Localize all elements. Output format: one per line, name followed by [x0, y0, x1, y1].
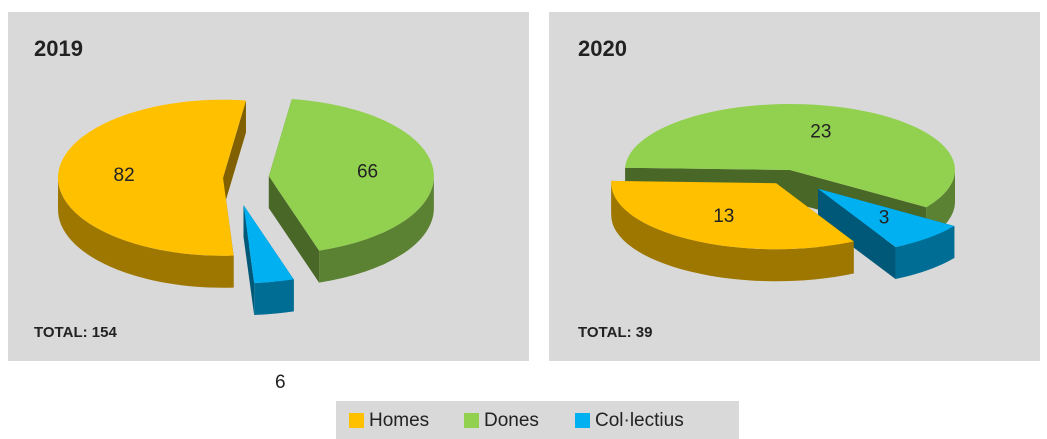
annotation: TOTAL: 39 — [578, 324, 652, 341]
slice-wall — [223, 100, 246, 210]
data-label: 3 — [879, 207, 890, 228]
slice — [268, 99, 434, 251]
slice — [243, 205, 294, 283]
slice-side — [58, 177, 234, 288]
slice — [625, 104, 955, 208]
slice-side — [319, 176, 434, 283]
slice-wall — [243, 205, 255, 315]
pie: 23 3 13 — [611, 104, 955, 282]
slice — [58, 99, 246, 256]
data-label: 13 — [713, 206, 734, 227]
legend-label: Homes — [369, 410, 429, 431]
slice-side — [895, 225, 955, 280]
data-label: 6 — [275, 372, 286, 393]
slice-side — [611, 183, 854, 282]
legend-swatch — [575, 413, 590, 428]
legend-swatch — [464, 413, 479, 428]
data-label: 23 — [810, 121, 831, 142]
slice — [611, 180, 854, 250]
chart-title: 2019 — [34, 36, 83, 61]
data-label: 82 — [114, 165, 135, 186]
chart-title: 2020 — [578, 36, 627, 61]
slice-side — [254, 279, 294, 315]
legend-label: Col·lectius — [595, 410, 684, 431]
annotation: TOTAL: 154 — [34, 324, 117, 341]
legend-box — [336, 401, 739, 439]
slice — [818, 188, 955, 248]
slice-wall — [818, 188, 896, 280]
data-label: 66 — [357, 161, 378, 182]
legend-label: Dones — [484, 410, 539, 431]
legend-swatch — [349, 413, 364, 428]
slice-wall — [268, 176, 320, 283]
